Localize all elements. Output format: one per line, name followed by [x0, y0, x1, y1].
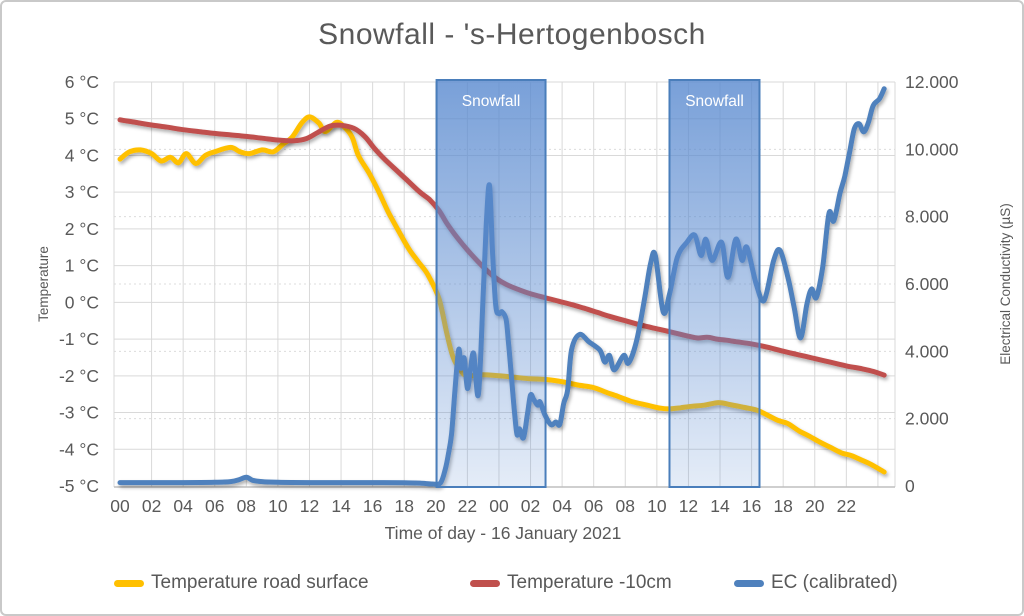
snowfall-band-1: Snowfall — [435, 79, 547, 488]
x-axis-tick: 04 — [173, 496, 193, 516]
x-axis-tick: 00 — [489, 496, 509, 516]
x-axis-tick: 08 — [616, 496, 635, 516]
right-axis-tick: 2.000 — [905, 409, 949, 429]
left-axis-tick: -2 °C — [59, 366, 99, 386]
left-axis-tick: 6 °C — [65, 72, 99, 92]
x-axis-tick: 16 — [742, 496, 761, 516]
x-axis-tick: 08 — [237, 496, 256, 516]
x-axis-tick: 14 — [331, 496, 351, 516]
x-axis-tick: 18 — [394, 496, 413, 516]
left-axis-tick: 1 °C — [65, 256, 99, 276]
left-axis-tick: -3 °C — [59, 403, 99, 423]
left-axis-title: Temperature — [36, 246, 51, 322]
left-axis-tick: 2 °C — [65, 219, 99, 239]
left-axis-tick: -4 °C — [59, 439, 99, 459]
snowfall-band-label: Snowfall — [685, 93, 744, 110]
x-axis-tick: 22 — [458, 496, 477, 516]
x-axis-tick: 10 — [268, 496, 288, 516]
right-axis-tick: 10.000 — [905, 139, 959, 159]
left-axis-tick: 0 °C — [65, 292, 99, 312]
legend-label-road-surface: Temperature road surface — [151, 572, 369, 593]
x-axis-tick: 20 — [805, 496, 825, 516]
x-axis-tick: 06 — [584, 496, 603, 516]
right-axis-tick: 4.000 — [905, 341, 949, 361]
legend-item-ec: EC (calibrated) — [734, 572, 898, 594]
legend-swatch-ec — [734, 579, 764, 587]
right-axis-title: Electrical Conductivity (µS) — [998, 203, 1013, 365]
legend-label-minus10cm: Temperature -10cm — [507, 572, 672, 593]
left-axis-tick: -1 °C — [59, 329, 99, 349]
left-axis-tick: 3 °C — [65, 182, 99, 202]
x-axis-tick: 10 — [647, 496, 667, 516]
x-axis-tick: 20 — [426, 496, 446, 516]
x-axis-tick: 06 — [205, 496, 224, 516]
legend-label-ec: EC (calibrated) — [771, 572, 898, 593]
right-axis-tick: 6.000 — [905, 274, 949, 294]
legend-item-minus10cm: Temperature -10cm — [470, 572, 672, 594]
legend-item-road-surface: Temperature road surface — [114, 572, 369, 594]
legend-swatch-road-surface — [114, 579, 144, 587]
axis-tick-labels: 6 °C 5 °C 4 °C 3 °C 2 °C 1 °C 0 °C -1 °C -2 °C -3… — [59, 72, 959, 516]
x-axis-tick: 04 — [552, 496, 572, 516]
x-axis-tick: 22 — [837, 496, 856, 516]
snowfall-band-2: Snowfall — [668, 79, 761, 488]
left-axis-tick: 4 °C — [65, 145, 99, 165]
right-axis-tick: 12.000 — [905, 72, 959, 92]
left-axis-tick: -5 °C — [59, 476, 99, 496]
x-axis-title: Time of day - 16 January 2021 — [384, 523, 622, 543]
right-axis-tick: 8.000 — [905, 207, 949, 227]
x-axis-tick: 12 — [300, 496, 319, 516]
snowfall-band-label: Snowfall — [462, 93, 521, 110]
chart-title: Snowfall - 's-Hertogenbosch — [318, 18, 706, 51]
right-axis-tick: 0 — [905, 476, 915, 496]
x-axis-tick: 14 — [710, 496, 730, 516]
x-axis-tick: 16 — [363, 496, 382, 516]
x-axis-tick: 18 — [773, 496, 792, 516]
x-axis-tick: 12 — [679, 496, 698, 516]
left-axis-tick: 5 °C — [65, 109, 99, 129]
x-axis-tick: 00 — [110, 496, 130, 516]
x-axis-tick: 02 — [521, 496, 540, 516]
x-axis-tick: 02 — [142, 496, 161, 516]
legend-swatch-minus10cm — [470, 579, 500, 587]
